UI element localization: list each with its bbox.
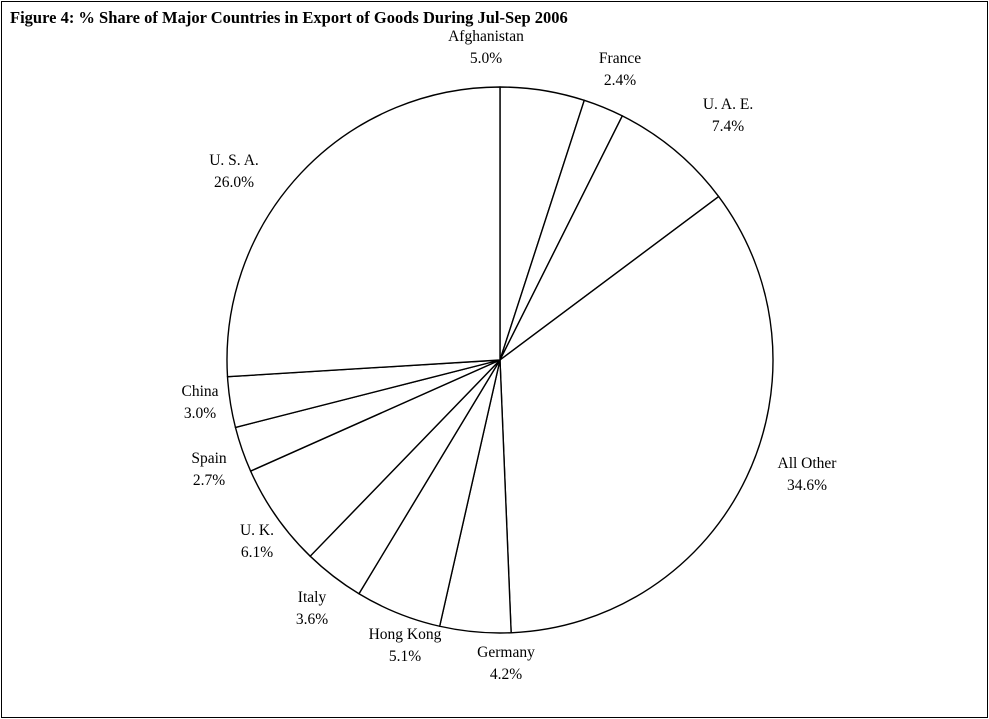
slice-value-label: 3.6% (296, 611, 328, 628)
slice-label: U. S. A. (209, 152, 259, 169)
slice-value-label: 2.7% (193, 472, 225, 489)
slice-value-label: 3.0% (184, 405, 216, 422)
slice-value-label: 34.6% (787, 477, 827, 494)
slice-label: Italy (298, 589, 327, 606)
slice-value-label: 5.0% (470, 50, 502, 67)
slice-label: France (599, 50, 641, 67)
slice-value-label: 2.4% (604, 72, 636, 89)
slice-label: U. A. E. (703, 96, 753, 113)
pie-slice-all-other (499, 195, 774, 634)
slice-value-label: 7.4% (712, 118, 744, 135)
slice-value-label: 4.2% (490, 666, 522, 683)
slice-label: All Other (778, 455, 838, 472)
slice-value-label: 6.1% (241, 544, 273, 561)
slice-value-label: 26.0% (214, 174, 254, 191)
slice-label: U. K. (240, 522, 274, 539)
slice-label: Hong Kong (369, 626, 442, 643)
slice-label: Spain (191, 450, 227, 467)
slice-label: China (181, 383, 218, 400)
slice-label: Germany (477, 644, 535, 661)
chart-title: Figure 4: % Share of Major Countries in … (10, 8, 568, 27)
pie-slice-u-a-e (499, 115, 720, 361)
slice-label: Afghanistan (448, 28, 524, 45)
pie-slice-u-s-a (226, 86, 501, 378)
slice-value-label: 5.1% (389, 648, 421, 665)
